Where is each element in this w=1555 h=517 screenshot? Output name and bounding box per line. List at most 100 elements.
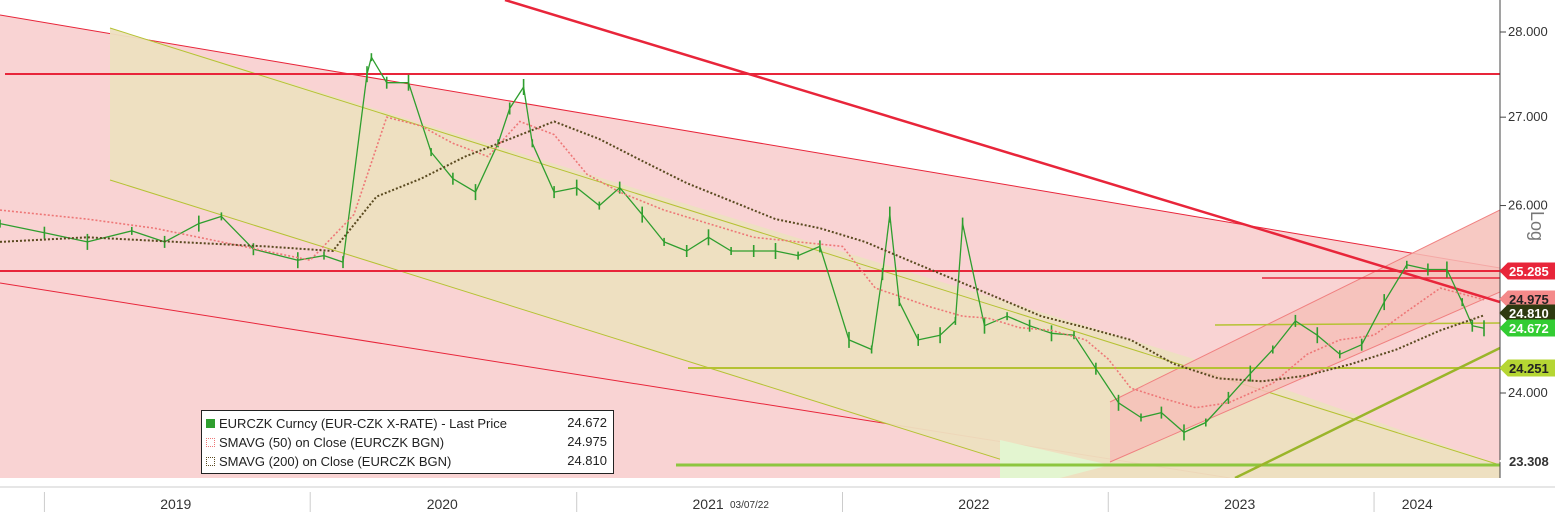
price-segment	[1073, 334, 1097, 370]
y-tick-label: 27.000	[1508, 109, 1548, 124]
price-tag: 25.285	[1499, 262, 1555, 280]
price-tag-bg	[1499, 319, 1555, 337]
price-segment	[1472, 325, 1485, 329]
price-segment	[797, 245, 821, 257]
support-line-upper	[1214, 322, 1500, 326]
price-segment	[1095, 368, 1120, 404]
price-segment	[1272, 320, 1296, 350]
price-segment	[131, 230, 165, 243]
rising-channel-lower	[1109, 291, 1500, 463]
price-tag: 24.251	[1499, 359, 1555, 377]
x-tick-label: 2020	[427, 496, 458, 512]
x-tick-label: 2022	[958, 496, 989, 512]
price-segment	[686, 236, 709, 252]
series-layer	[0, 53, 1485, 441]
price-segment	[954, 223, 964, 321]
legend: EURCZK Curncy (EUR-CZK X-RATE) - Last Pr…	[201, 410, 614, 474]
major-downtrend-line	[504, 0, 1500, 304]
price-segment	[366, 57, 373, 75]
price-segment	[509, 86, 525, 109]
legend-row-sma200: SMAVG (200) on Close (EURCZK BGN) 24.810	[206, 452, 607, 470]
price-segment	[407, 82, 432, 153]
price-segment	[198, 215, 222, 225]
price-tag-label: 24.975	[1509, 292, 1549, 307]
price-segment	[848, 339, 872, 351]
price-segment	[164, 223, 200, 243]
legend-value-sma200: 24.810	[567, 453, 607, 468]
price-segment	[881, 214, 891, 275]
y-tick-label: 28.000	[1508, 24, 1548, 39]
legend-label-price: EURCZK Curncy (EUR-CZK X-RATE) - Last Pr…	[219, 415, 507, 431]
price-tag-label: 24.672	[1509, 321, 1549, 336]
price-segment	[342, 74, 368, 263]
x-tick-label: 2023	[1224, 496, 1255, 512]
price-segment	[1205, 397, 1229, 423]
price-segment	[870, 274, 884, 350]
legend-value-sma50: 24.975	[567, 434, 607, 449]
price-segment	[1339, 344, 1362, 355]
price-segment	[889, 214, 900, 303]
price-segment	[898, 301, 919, 341]
x-tick-label: 2019	[160, 496, 191, 512]
price-segment	[220, 215, 254, 250]
price-segment	[297, 254, 325, 261]
price-segment	[1006, 315, 1030, 327]
sma50-line	[0, 116, 1485, 409]
y-tick-label: 26.000	[1508, 198, 1548, 213]
price-segment	[939, 320, 956, 336]
price-segment	[598, 187, 621, 207]
price-series	[0, 53, 1485, 441]
price-segment	[619, 187, 643, 216]
price-segment	[1361, 301, 1385, 346]
price-segment	[531, 143, 555, 193]
price-tag-label: 23.308	[1509, 454, 1549, 469]
legend-swatch-sma200	[206, 457, 215, 467]
channel-background	[0, 0, 1500, 478]
price-tag-bg	[1499, 262, 1555, 280]
price-segment	[87, 230, 132, 243]
date-marker: 03/07/22	[730, 500, 769, 511]
price-segment	[253, 248, 298, 261]
price-segment	[1160, 412, 1185, 433]
price-segment	[961, 223, 986, 326]
legend-label-sma200: SMAVG (200) on Close (EURCZK BGN)	[219, 453, 452, 469]
price-segment	[1249, 349, 1274, 375]
price-segment	[1118, 402, 1142, 419]
price-tag: 24.810	[1499, 304, 1555, 322]
price-segment	[1461, 301, 1473, 326]
price-tag-bg	[1499, 304, 1555, 322]
price-segment	[663, 241, 687, 252]
legend-swatch-price	[206, 419, 215, 429]
price-segment	[430, 151, 454, 180]
price-segment	[1140, 411, 1162, 419]
price-segment	[44, 232, 88, 243]
price-segment	[370, 56, 388, 84]
price-segment	[452, 178, 476, 193]
price-segment	[918, 334, 941, 341]
price-segment	[1383, 264, 1408, 303]
x-tick-label: 2021	[693, 496, 724, 512]
price-segment	[0, 222, 45, 234]
olive-channel-lower-line	[109, 179, 1061, 478]
price-segment	[775, 250, 799, 257]
rising-channel-upper	[1109, 209, 1500, 403]
price-segment	[819, 246, 850, 341]
price-tag: 23.308	[1499, 452, 1555, 470]
price-tag: 24.672	[1499, 319, 1555, 337]
price-segment	[474, 143, 499, 193]
x-tick-label: 2024	[1402, 496, 1433, 512]
price-segment	[323, 254, 344, 263]
price-segment	[641, 214, 665, 243]
rising-trendline	[1234, 346, 1500, 478]
price-segment	[522, 86, 533, 144]
price-tag-label: 24.810	[1509, 306, 1549, 321]
price-segment	[497, 108, 511, 144]
price-tag-bg	[1499, 359, 1555, 377]
price-tag-label: 24.251	[1509, 361, 1549, 376]
price-segment	[553, 186, 577, 193]
price-tag-label: 25.285	[1509, 264, 1549, 279]
legend-row-last-price: EURCZK Curncy (EUR-CZK X-RATE) - Last Pr…	[206, 414, 607, 432]
y-tick-label: 24.000	[1508, 385, 1548, 400]
